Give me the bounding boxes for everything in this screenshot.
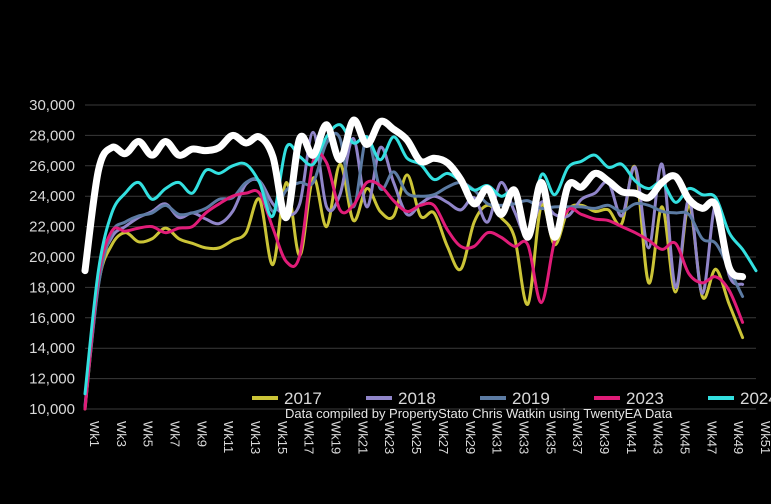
x-axis-tick-label: Wk35 xyxy=(543,421,558,454)
x-axis-tick-label: Wk27 xyxy=(436,421,451,454)
x-axis-tick-label: Wk51 xyxy=(758,421,771,454)
x-axis-tick-label: Wk17 xyxy=(302,421,317,454)
x-axis-tick-label: Wk5 xyxy=(141,421,156,447)
y-axis-tick-label: 16,000 xyxy=(29,310,75,327)
chart-svg: 10,000 12,000 14,000 16,000 18,000 20,000 22,0… xyxy=(0,0,771,504)
series-line-2018[interactable] xyxy=(85,132,743,406)
x-axis-tick-label: Wk1 xyxy=(87,421,102,447)
y-axis-tick-label: 28,000 xyxy=(29,127,75,144)
y-axis-tick-label: 14,000 xyxy=(29,340,75,357)
y-axis-tick-label: 18,000 xyxy=(29,279,75,296)
y-axis-tick-label: 30,000 xyxy=(29,97,75,114)
y-axis-tick-label: 10,000 xyxy=(29,401,75,418)
x-axis-tick-label: Wk31 xyxy=(490,421,505,454)
caption-text: Data compiled by PropertyStato Chris Wat… xyxy=(285,406,673,421)
x-axis-tick-label: Wk37 xyxy=(570,421,585,454)
x-axis-tick-label: Wk49 xyxy=(731,421,746,454)
x-axis-tick-label: Wk21 xyxy=(355,421,370,454)
chart-container: 10,000 12,000 14,000 16,000 18,000 20,000 22,0… xyxy=(0,0,771,504)
x-axis-tick-label: Wk9 xyxy=(194,421,209,447)
x-axis-tick-label: Wk7 xyxy=(168,421,183,447)
x-axis-tick-label: Wk23 xyxy=(382,421,397,454)
y-axis-tick-label: 12,000 xyxy=(29,371,75,388)
legend-item-2024[interactable]: 2024 xyxy=(708,389,771,408)
y-axis-tick-label: 24,000 xyxy=(29,188,75,205)
x-axis-tick-label: Wk45 xyxy=(677,421,692,454)
x-axis-tick-label: Wk39 xyxy=(597,421,612,454)
y-axis-tick-label: 20,000 xyxy=(29,249,75,266)
x-axis-tick-label: Wk33 xyxy=(516,421,531,454)
y-axis-tick-label: 26,000 xyxy=(29,158,75,175)
x-axis-tick-label: Wk13 xyxy=(248,421,263,454)
x-axis-tick-label: Wk43 xyxy=(651,421,666,454)
x-axis-tick-label: Wk11 xyxy=(221,421,236,453)
x-axis-tick-label: Wk29 xyxy=(463,421,478,454)
x-axis-tick-label: Wk15 xyxy=(275,421,290,454)
series-line-2019[interactable] xyxy=(85,133,743,407)
x-axis-tick-label: Wk3 xyxy=(114,421,129,447)
y-axis-tick-label: 22,000 xyxy=(29,219,75,236)
x-axis-tick-label: Wk25 xyxy=(409,421,424,454)
x-axis-tick-label: Wk19 xyxy=(329,421,344,454)
x-axis-tick-label: Wk47 xyxy=(704,421,719,454)
x-axis-tick-label: Wk41 xyxy=(624,421,639,454)
legend-label-2024: 2024 xyxy=(740,389,771,408)
